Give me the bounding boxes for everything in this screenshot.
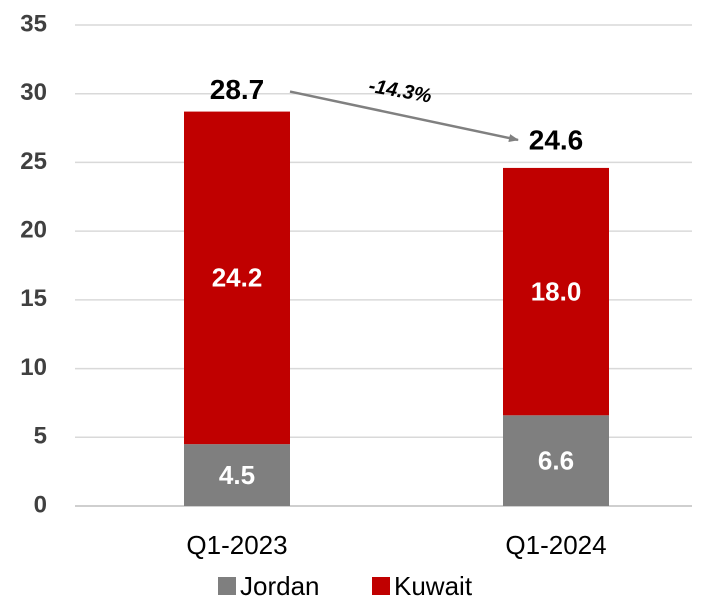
legend-swatch [218, 577, 236, 595]
change-annotation: -14.3% [367, 75, 433, 108]
y-tick-label: 20 [20, 216, 47, 243]
total-label: 24.6 [529, 124, 584, 155]
data-label: 18.0 [531, 276, 582, 306]
total-label: 28.7 [210, 74, 265, 105]
data-label: 24.2 [212, 263, 263, 293]
x-tick-label: Q1-2023 [186, 530, 287, 560]
bar-segment [184, 111, 290, 445]
y-tick-label: 35 [20, 10, 47, 37]
legend-swatch [372, 577, 390, 595]
y-tick-label: 30 [20, 79, 47, 106]
bar-segment [503, 415, 609, 506]
x-tick-label: Q1-2024 [505, 530, 606, 560]
change-arrow [289, 90, 519, 142]
y-tick-label: 5 [34, 423, 47, 450]
data-label: 6.6 [538, 446, 574, 476]
y-tick-label: 25 [20, 148, 47, 175]
y-tick-label: 10 [20, 354, 47, 381]
bar-segment [184, 444, 290, 506]
y-tick-label: 15 [20, 285, 47, 312]
bar-segment [503, 167, 609, 416]
data-label: 4.5 [219, 460, 255, 490]
y-tick-label: 0 [34, 491, 47, 518]
legend-label: Kuwait [394, 571, 473, 601]
legend-label: Jordan [240, 571, 320, 601]
